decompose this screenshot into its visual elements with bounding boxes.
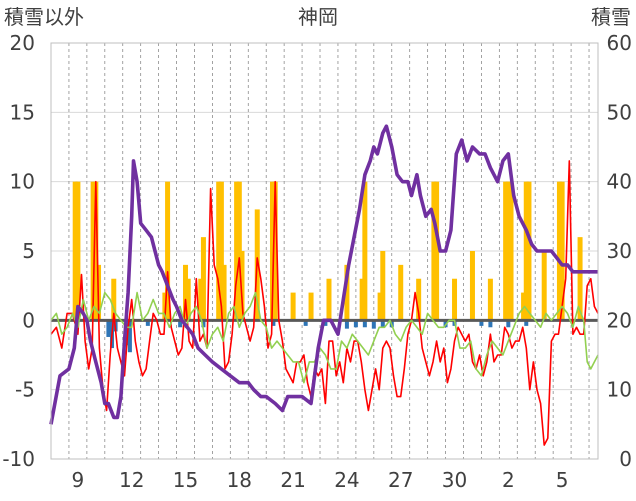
x-tick-label: 18 <box>227 468 252 492</box>
y-left-tick-label: 5 <box>22 239 35 263</box>
precip-bar <box>487 278 493 321</box>
sunshine-bar <box>271 320 276 326</box>
sunshine-bar <box>201 320 206 328</box>
snow-depth-line <box>49 124 598 425</box>
precip-bar <box>362 181 368 321</box>
precip-bar <box>508 181 514 321</box>
precip-bar <box>308 292 314 321</box>
max-temp-line <box>50 160 599 446</box>
precip-bar <box>218 181 224 321</box>
precip-bar <box>398 264 404 321</box>
sunshine-bar <box>127 320 132 353</box>
sunshine-bar <box>362 320 367 328</box>
y-right-tick-label: 20 <box>607 308 632 332</box>
precip-bar <box>90 181 96 321</box>
precip-bar <box>469 251 475 321</box>
precip-bar <box>272 181 278 321</box>
precip-bar <box>541 251 547 321</box>
sunshine-bar <box>323 320 328 326</box>
x-tick-label: 5 <box>556 468 569 492</box>
sunshine-bar <box>488 320 493 328</box>
y-right-tick-label: 50 <box>607 100 632 124</box>
x-tick-label: 12 <box>119 468 144 492</box>
left-axis-label: 積雪以外 <box>4 5 84 29</box>
x-tick-label: 15 <box>173 468 198 492</box>
precip-bar <box>200 237 206 321</box>
precip-bar <box>344 264 350 321</box>
precip-bar <box>72 181 78 321</box>
sunshine-bar <box>380 320 385 328</box>
precip-bar <box>216 181 222 321</box>
y-left-tick-label: 15 <box>10 100 35 124</box>
y-left-tick-label: 0 <box>22 308 35 332</box>
y-right-tick-label: 30 <box>607 239 632 263</box>
sunshine-bar <box>145 320 150 326</box>
chart-title: 神岡 <box>298 5 338 29</box>
y-left-tick-label: 20 <box>10 31 35 55</box>
precip-bar <box>556 181 562 321</box>
precip-bar <box>416 278 422 321</box>
plot-frame <box>50 42 599 460</box>
precip-bar <box>111 278 117 321</box>
y-left-tick-label: 10 <box>10 170 35 194</box>
bars <box>72 181 583 353</box>
y-left-tick-label: -5 <box>15 378 35 402</box>
y-right-tick-label: 40 <box>607 170 632 194</box>
min-temp-line <box>50 291 599 384</box>
y-right-tick-label: 60 <box>607 31 632 55</box>
right-axis-label: 積雪 <box>591 5 631 29</box>
precip-bar <box>577 237 583 321</box>
sunshine-bar <box>106 320 111 337</box>
precip-bar <box>185 278 191 321</box>
precip-bar <box>239 251 245 321</box>
precip-bar <box>269 181 275 321</box>
x-tick-label: 24 <box>334 468 359 492</box>
precip-bar <box>93 181 99 321</box>
x-tick-label: 30 <box>442 468 467 492</box>
y-right-tick-label: 0 <box>619 447 632 471</box>
y-right-tick-label: 10 <box>607 378 632 402</box>
sunshine-bar <box>371 320 376 329</box>
precip-bar <box>75 181 81 321</box>
axes: -10 -5 0 5 10 15 20 0 10 20 30 40 50 60 9 12 15 18 21 24 27 3… <box>2 31 632 492</box>
sunshine-bar <box>353 320 358 328</box>
precip-bar <box>236 181 242 321</box>
sunshine-bar <box>344 320 349 329</box>
precip-bar <box>183 264 189 321</box>
precip-bar <box>234 181 240 321</box>
precip-bar <box>452 278 458 321</box>
precip-bar <box>434 181 440 321</box>
precip-bar <box>526 181 532 321</box>
precip-bar <box>380 251 386 321</box>
x-tick-label: 21 <box>280 468 305 492</box>
x-tick-label: 9 <box>72 468 85 492</box>
sunshine-bar <box>303 320 308 326</box>
x-tick-label: 27 <box>388 468 413 492</box>
precip-bar <box>290 292 296 321</box>
x-tick-label: 2 <box>502 468 515 492</box>
precip-bar <box>431 181 437 321</box>
lines <box>49 124 599 446</box>
sunshine-bar <box>178 320 183 328</box>
sunshine-bar <box>506 320 511 328</box>
precip-bar <box>505 181 511 321</box>
precip-bar <box>165 181 171 321</box>
sunshine-bar <box>524 320 529 326</box>
precip-bar <box>377 292 383 321</box>
sunshine-bar <box>479 320 484 326</box>
precip-bar <box>559 181 565 321</box>
precip-bar <box>221 264 227 321</box>
precip-bar <box>503 181 509 321</box>
y-left-tick-label: -10 <box>2 447 35 471</box>
precip-bar <box>198 278 204 321</box>
precip-bar <box>359 278 365 321</box>
precip-bar <box>326 278 332 321</box>
precip-bar <box>523 181 529 321</box>
